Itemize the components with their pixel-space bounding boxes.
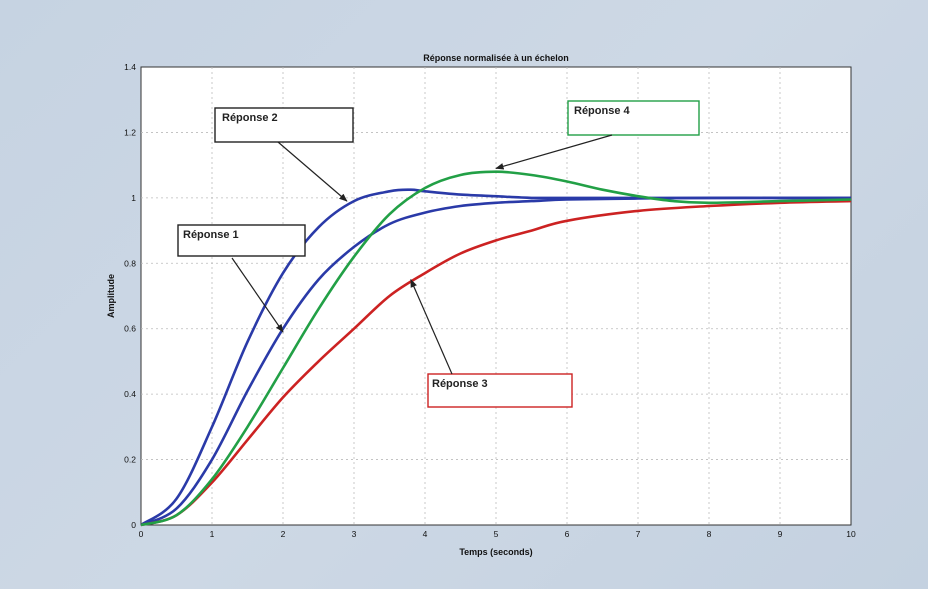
annotation-label: Réponse 3 xyxy=(432,378,488,390)
annotation-arrow xyxy=(277,141,348,202)
x-tick-label: 8 xyxy=(707,529,712,539)
y-tick-label: 0.6 xyxy=(124,324,136,334)
x-tick-label: 2 xyxy=(281,529,286,539)
annotation-box xyxy=(177,224,306,257)
annotation-box xyxy=(214,107,354,143)
y-tick-label: 1.2 xyxy=(124,127,136,137)
annotation-label: Réponse 1 xyxy=(183,229,239,241)
series-line-reponse-4 xyxy=(140,170,852,527)
x-tick-label: 3 xyxy=(352,529,357,539)
x-tick-label: 0 xyxy=(139,529,144,539)
annotation-arrow xyxy=(410,278,453,375)
annotation-label: Réponse 2 xyxy=(222,112,278,124)
x-tick-label: 5 xyxy=(494,529,499,539)
axis-ticks: 0 1 2 3 4 5 6 7 8 9 10 0 0.2 0.4 0.6 0.8 1 1.2 1.4 xyxy=(124,62,856,539)
y-tick-label: 0.8 xyxy=(124,258,136,268)
x-tick-label: 1 xyxy=(210,529,215,539)
series-line-reponse-3 xyxy=(140,199,852,527)
x-tick-label: 10 xyxy=(846,529,856,539)
y-tick-label: 0.4 xyxy=(124,389,136,399)
chart-title: Réponse normalisée à un échelon xyxy=(423,53,569,63)
annotation-arrow xyxy=(231,257,284,333)
x-tick-label: 4 xyxy=(423,529,428,539)
y-tick-label: 0 xyxy=(131,520,136,530)
y-tick-label: 1.4 xyxy=(124,62,136,72)
y-axis-label: Amplitude xyxy=(106,274,116,318)
x-tick-label: 7 xyxy=(636,529,641,539)
y-tick-label: 0.2 xyxy=(124,455,136,465)
series-lines xyxy=(140,170,852,527)
x-tick-label: 9 xyxy=(778,529,783,539)
annotation-box xyxy=(567,100,700,136)
annotation-box xyxy=(427,373,573,408)
x-tick-label: 6 xyxy=(565,529,570,539)
x-axis-label: Temps (seconds) xyxy=(459,547,532,557)
y-tick-label: 1 xyxy=(131,193,136,203)
annotations: Réponse 1 Réponse 2 Réponse 3 Réponse 4 xyxy=(177,100,700,408)
annotation-label: Réponse 4 xyxy=(574,105,631,117)
annotation-arrow xyxy=(495,134,613,170)
